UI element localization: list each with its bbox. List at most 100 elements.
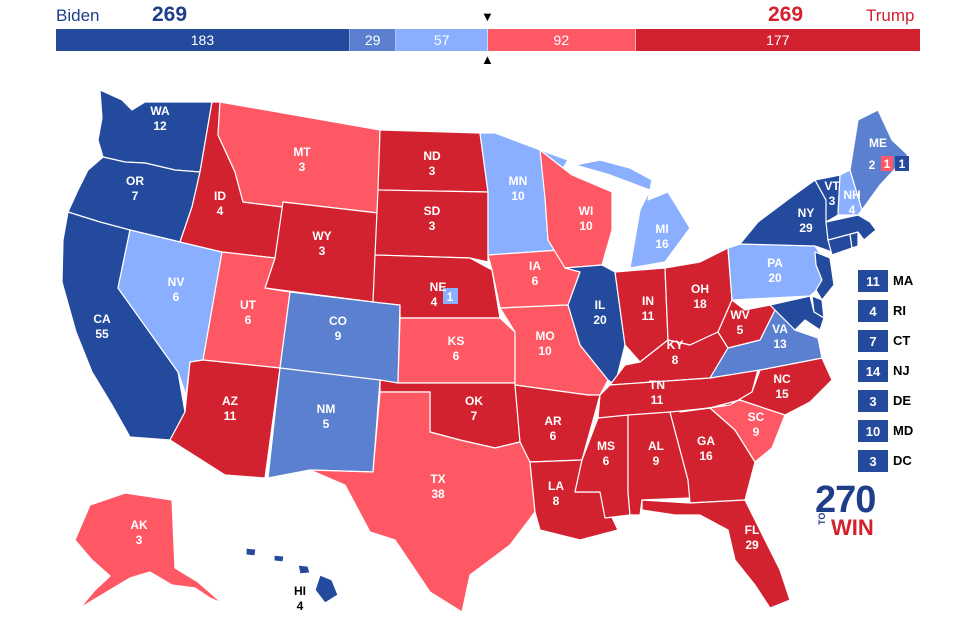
state-ev-FL: 29 [745, 538, 759, 552]
logo-win: WIN [831, 515, 874, 540]
state-ev-MT: 3 [299, 160, 306, 174]
state-ev-HI: 4 [297, 599, 304, 613]
maine-district-2-box[interactable] [895, 156, 909, 171]
state-MI[interactable] [574, 159, 691, 269]
state-label-KS: KS [448, 334, 465, 348]
nebraska-district-ev: 1 [447, 290, 454, 304]
biden-name: Biden [56, 6, 100, 25]
state-ev-LA: 8 [553, 494, 560, 508]
state-label-WV: WV [730, 308, 749, 322]
small-state-name-DC: DC [893, 453, 912, 468]
state-ev-CA: 55 [95, 327, 109, 341]
state-label-HI: HI [294, 584, 306, 598]
state-NY[interactable] [739, 179, 833, 253]
state-ev-IL: 20 [593, 313, 607, 327]
state-ev-NV: 6 [173, 290, 180, 304]
state-ev-IN: 11 [642, 309, 655, 323]
state-TX[interactable] [309, 391, 536, 613]
state-ev-ME: 2 [869, 158, 876, 172]
state-label-UT: UT [240, 298, 257, 312]
state-ev-WA: 12 [153, 119, 167, 133]
state-ev-VA: 13 [773, 337, 787, 351]
small-state-box-DE[interactable]: 3 [858, 390, 888, 412]
state-MD[interactable] [769, 295, 825, 331]
state-ev-SD: 3 [429, 219, 436, 233]
bar-segment-safe-dem[interactable]: 183 [56, 29, 350, 51]
state-label-MN: MN [509, 174, 528, 188]
state-FL[interactable] [641, 499, 791, 609]
small-state-box-DC[interactable]: 3 [858, 450, 888, 472]
state-SD[interactable] [374, 189, 489, 263]
state-ev-AZ: 11 [224, 409, 237, 423]
state-label-NM: NM [317, 402, 336, 416]
270towin-logo: 270 TO WIN [815, 479, 885, 545]
maine-district-2-ev: 1 [899, 157, 906, 171]
state-ev-KY: 8 [672, 353, 679, 367]
state-label-ND: ND [423, 149, 441, 163]
state-label-CO: CO [329, 314, 347, 328]
state-ev-KS: 6 [453, 349, 460, 363]
state-label-MO: MO [535, 329, 554, 343]
state-ev-VT: 3 [829, 194, 836, 208]
state-label-LA: LA [548, 479, 564, 493]
nebraska-district-box[interactable] [443, 288, 458, 304]
state-ev-CO: 9 [335, 329, 342, 343]
state-label-PA: PA [767, 256, 783, 270]
state-ev-MI: 16 [655, 237, 669, 251]
bar-segment-lean-rep[interactable]: 92 [487, 29, 636, 51]
state-ev-OR: 7 [132, 189, 139, 203]
trump-name: Trump [866, 6, 915, 25]
maine-district-1-ev: 1 [884, 157, 891, 171]
state-label-SD: SD [424, 204, 441, 218]
small-state-box-NJ[interactable]: 14 [858, 360, 888, 382]
state-ev-SC: 9 [753, 425, 760, 439]
state-label-ID: ID [214, 189, 226, 203]
small-state-box-MA[interactable]: 11 [858, 270, 888, 292]
state-label-NV: NV [168, 275, 185, 289]
state-MA[interactable] [825, 214, 877, 241]
state-label-NE: NE [430, 280, 447, 294]
state-HI-maui[interactable] [297, 564, 311, 575]
state-HI-big[interactable] [314, 574, 339, 604]
state-AK[interactable] [74, 492, 223, 609]
state-ME[interactable] [849, 109, 909, 211]
state-label-IN: IN [642, 294, 654, 308]
state-ev-AL: 9 [653, 454, 660, 468]
small-state-box-MD[interactable]: 10 [858, 420, 888, 442]
state-label-AL: AL [648, 439, 664, 453]
state-NC[interactable] [679, 357, 833, 416]
state-label-FL: FL [745, 523, 760, 537]
state-label-MT: MT [293, 145, 311, 159]
logo-to: TO [817, 512, 827, 525]
maine-district-1-box[interactable] [881, 156, 893, 171]
small-state-name-NJ: NJ [893, 363, 910, 378]
state-ev-NH: 4 [849, 203, 856, 217]
state-label-WA: WA [150, 104, 170, 118]
state-label-WY: WY [312, 229, 331, 243]
bar-segment-likely-rep[interactable]: 177 [635, 29, 920, 51]
state-label-OK: OK [465, 394, 483, 408]
small-state-box-RI[interactable]: 4 [858, 300, 888, 322]
bar-segment-lean-dem[interactable]: 57 [396, 29, 488, 51]
state-label-WI: WI [579, 204, 594, 218]
state-NJ[interactable] [814, 251, 835, 301]
state-ev-ID: 4 [217, 204, 224, 218]
state-ev-OK: 7 [471, 409, 478, 423]
small-state-name-RI: RI [893, 303, 906, 318]
state-VT[interactable] [814, 174, 841, 223]
state-ev-MN: 10 [511, 189, 525, 203]
state-label-TX: TX [430, 472, 445, 486]
state-label-MS: MS [597, 439, 615, 453]
state-label-NY: NY [798, 206, 815, 220]
small-state-box-CT[interactable]: 7 [858, 330, 888, 352]
state-NH[interactable] [837, 169, 863, 216]
state-ev-GA: 16 [699, 449, 713, 463]
state-label-VA: VA [772, 322, 788, 336]
state-HI-kauai[interactable] [245, 547, 257, 557]
state-ev-AK: 3 [136, 533, 143, 547]
state-label-VT: VT [824, 179, 840, 193]
small-state-name-MA: MA [893, 273, 914, 288]
state-HI-oahu[interactable] [273, 554, 285, 563]
bar-segment-likely-dem[interactable]: 29 [349, 29, 397, 51]
state-label-AZ: AZ [222, 394, 238, 408]
